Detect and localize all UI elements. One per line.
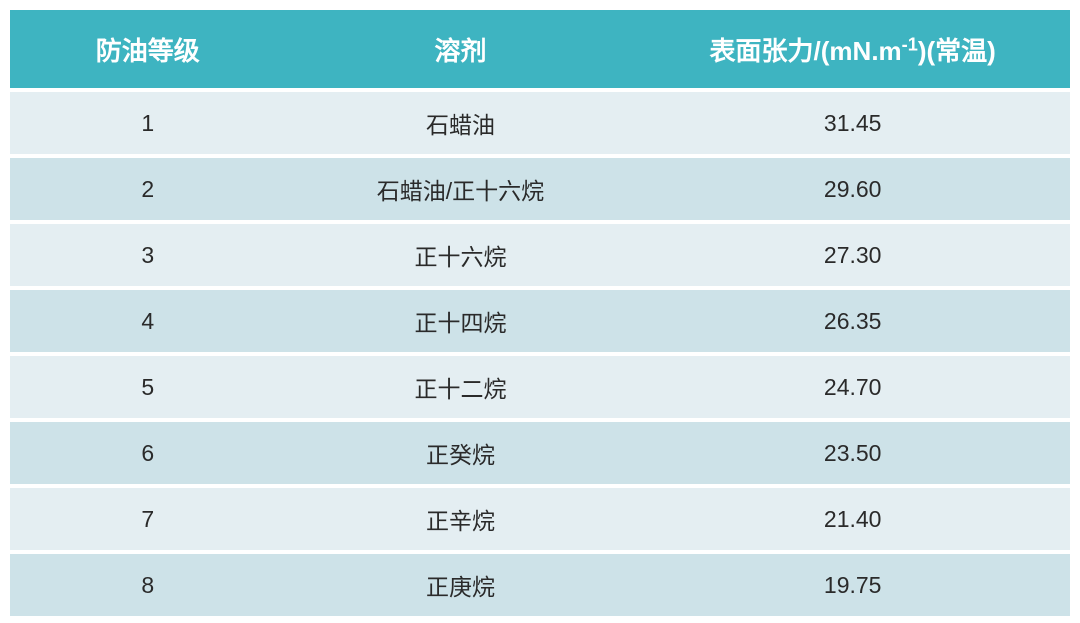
cell-solvent: 石蜡油/正十六烷 <box>286 158 636 220</box>
cell-grade: 5 <box>10 356 286 418</box>
col-header-tension-sup: -1 <box>902 34 918 54</box>
cell-tension: 24.70 <box>635 356 1070 418</box>
table-body: 1 石蜡油 31.45 2 石蜡油/正十六烷 29.60 3 正十六烷 27.3… <box>10 92 1070 616</box>
cell-solvent: 正十二烷 <box>286 356 636 418</box>
table-row: 7 正辛烷 21.40 <box>10 488 1070 550</box>
table-row: 8 正庚烷 19.75 <box>10 554 1070 616</box>
col-header-tension-post: )(常温) <box>918 36 996 66</box>
cell-tension: 29.60 <box>635 158 1070 220</box>
cell-tension: 19.75 <box>635 554 1070 616</box>
cell-tension: 27.30 <box>635 224 1070 286</box>
table-row: 4 正十四烷 26.35 <box>10 290 1070 352</box>
cell-solvent: 正癸烷 <box>286 422 636 484</box>
col-header-solvent: 溶剂 <box>286 10 636 88</box>
col-header-tension-pre: 表面张力/(mN.m <box>710 36 902 66</box>
col-header-grade: 防油等级 <box>10 10 286 88</box>
table-row: 2 石蜡油/正十六烷 29.60 <box>10 158 1070 220</box>
cell-solvent: 正庚烷 <box>286 554 636 616</box>
cell-solvent: 正十六烷 <box>286 224 636 286</box>
cell-tension: 26.35 <box>635 290 1070 352</box>
cell-solvent: 正十四烷 <box>286 290 636 352</box>
cell-tension: 31.45 <box>635 92 1070 154</box>
cell-grade: 6 <box>10 422 286 484</box>
cell-grade: 7 <box>10 488 286 550</box>
cell-solvent: 正辛烷 <box>286 488 636 550</box>
oil-resistance-table: 防油等级 溶剂 表面张力/(mN.m-1)(常温) 1 石蜡油 31.45 2 … <box>10 6 1070 620</box>
cell-grade: 4 <box>10 290 286 352</box>
cell-grade: 3 <box>10 224 286 286</box>
cell-grade: 8 <box>10 554 286 616</box>
cell-grade: 2 <box>10 158 286 220</box>
table-row: 6 正癸烷 23.50 <box>10 422 1070 484</box>
table-row: 1 石蜡油 31.45 <box>10 92 1070 154</box>
cell-solvent: 石蜡油 <box>286 92 636 154</box>
cell-tension: 23.50 <box>635 422 1070 484</box>
cell-tension: 21.40 <box>635 488 1070 550</box>
table-row: 5 正十二烷 24.70 <box>10 356 1070 418</box>
cell-grade: 1 <box>10 92 286 154</box>
table-header-row: 防油等级 溶剂 表面张力/(mN.m-1)(常温) <box>10 10 1070 88</box>
col-header-tension: 表面张力/(mN.m-1)(常温) <box>635 10 1070 88</box>
table-row: 3 正十六烷 27.30 <box>10 224 1070 286</box>
